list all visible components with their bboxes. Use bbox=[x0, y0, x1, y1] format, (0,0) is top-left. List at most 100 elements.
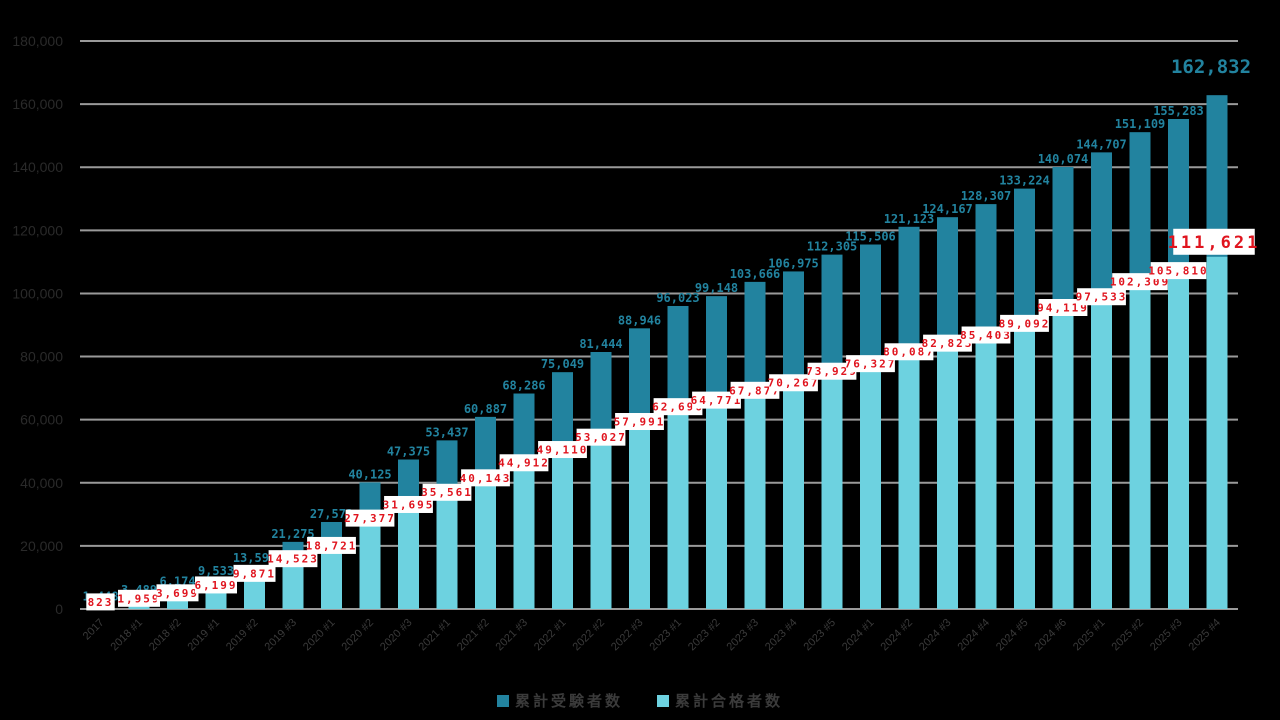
data-label-pass: 40,143 bbox=[460, 472, 512, 485]
bar-pass bbox=[744, 394, 766, 609]
data-label-box bbox=[1077, 288, 1126, 306]
x-tick-label: 2018 #2 bbox=[147, 617, 184, 654]
data-label-total: 13,598 bbox=[233, 551, 276, 565]
data-label-pass: 62,696 bbox=[652, 401, 704, 414]
data-label-box bbox=[807, 362, 857, 380]
data-label-box bbox=[769, 374, 818, 392]
x-tick-label: 2021 #1 bbox=[417, 617, 454, 654]
y-tick-label: 80,000 bbox=[20, 349, 63, 365]
data-label-pass: 31,695 bbox=[383, 498, 435, 511]
y-tick-label: 180,000 bbox=[12, 33, 63, 49]
data-label-total: 96,023 bbox=[656, 291, 699, 305]
data-label-pass: 44,912 bbox=[498, 457, 550, 470]
data-label-pass: 823 bbox=[88, 596, 114, 609]
x-tick-label: 2024 #5 bbox=[994, 617, 1031, 654]
bar-pass bbox=[205, 589, 227, 609]
data-label-box bbox=[384, 495, 433, 513]
data-label-total: 99,148 bbox=[695, 281, 738, 295]
data-label-pass: 89,092 bbox=[999, 317, 1051, 330]
x-tick-label: 2022 #2 bbox=[571, 617, 608, 654]
x-tick-label: 2020 #1 bbox=[301, 617, 338, 654]
bar-pass bbox=[321, 549, 342, 609]
data-label-pass: 70,267 bbox=[768, 377, 820, 390]
data-label-box bbox=[923, 334, 972, 352]
data-label-box bbox=[86, 593, 115, 611]
bar-pass bbox=[975, 339, 997, 609]
data-label-pass: 57,991 bbox=[614, 415, 666, 428]
x-tick-label: 2020 #3 bbox=[378, 617, 415, 654]
data-label-box bbox=[653, 398, 703, 416]
bar-pass bbox=[359, 522, 381, 609]
data-label-total: 40,125 bbox=[348, 467, 391, 481]
bar-pass bbox=[783, 387, 804, 609]
data-label-total: 115,506 bbox=[845, 230, 896, 244]
bar-pass bbox=[590, 441, 612, 609]
data-label-box bbox=[422, 483, 472, 501]
data-label-pass: 49,110 bbox=[537, 443, 589, 456]
bar-pass bbox=[898, 356, 920, 609]
bar-pass bbox=[1052, 312, 1074, 609]
data-label-box bbox=[538, 441, 587, 459]
bar-pass bbox=[282, 563, 304, 609]
data-label-total: 68,286 bbox=[502, 379, 545, 393]
data-label-pass: 97,533 bbox=[1076, 291, 1128, 304]
y-tick-label: 40,000 bbox=[20, 475, 63, 491]
data-label-total: 124,167 bbox=[922, 202, 973, 216]
data-label-total: 60,887 bbox=[464, 402, 507, 416]
data-label-total: 27,572 bbox=[310, 507, 353, 521]
bar-pass bbox=[860, 368, 881, 609]
bar-pass bbox=[937, 347, 958, 609]
data-label-pass: 18,721 bbox=[306, 539, 358, 552]
x-tick-label: 2024 #4 bbox=[956, 617, 993, 654]
data-label-box bbox=[692, 391, 741, 409]
data-label-pass: 53,027 bbox=[575, 431, 627, 444]
bar-pass bbox=[398, 508, 419, 609]
data-label-pass: 80,087 bbox=[883, 346, 935, 359]
data-label-total: 21,275 bbox=[271, 527, 314, 541]
data-label-box bbox=[268, 550, 318, 568]
data-label-pass: 85,403 bbox=[960, 329, 1012, 342]
data-label-box bbox=[1000, 314, 1049, 332]
x-tick-label: 2025 #4 bbox=[1187, 617, 1224, 654]
data-label-box bbox=[1173, 228, 1255, 255]
data-label-box bbox=[499, 454, 549, 472]
data-label-box bbox=[233, 564, 276, 582]
data-label-total: 151,109 bbox=[1115, 117, 1166, 131]
data-label-total: 47,375 bbox=[387, 445, 430, 459]
y-tick-label: 100,000 bbox=[12, 285, 63, 301]
legend: 累計受験者数 累計合格者数 bbox=[0, 690, 1280, 711]
bar-chart: 0 20,000 40,000 60,000 80,000 100,000 120,000 1… bbox=[12, 33, 1261, 654]
legend-item-total: 累計受験者数 bbox=[496, 690, 623, 711]
x-tick-label: 2020 #2 bbox=[340, 617, 377, 654]
x-tick-label: 2023 #3 bbox=[725, 617, 762, 654]
bar-pass bbox=[513, 467, 535, 609]
x-tick-label: 2017 bbox=[81, 617, 107, 643]
data-label-box bbox=[961, 326, 1011, 344]
x-tick-label: 2019 #1 bbox=[186, 617, 223, 654]
legend-swatch-total bbox=[496, 694, 509, 707]
legend-label-total: 累計受験者数 bbox=[514, 692, 623, 710]
data-label-box bbox=[846, 355, 895, 373]
legend-item-pass: 累計合格者数 bbox=[657, 690, 783, 711]
bar-pass bbox=[1129, 286, 1151, 609]
legend-label-pass: 累計合格者数 bbox=[675, 692, 784, 710]
data-label-total: 133,224 bbox=[999, 174, 1050, 188]
x-tick-label: 2019 #3 bbox=[263, 617, 300, 654]
data-label-total: 88,946 bbox=[618, 313, 661, 327]
data-label-box bbox=[345, 509, 395, 527]
x-tick-label: 2021 #2 bbox=[455, 617, 492, 654]
bar-pass bbox=[706, 404, 727, 609]
data-label-box bbox=[118, 589, 160, 607]
data-label-pass: 76,327 bbox=[845, 358, 897, 371]
data-label-box bbox=[576, 428, 626, 446]
bar-pass bbox=[821, 375, 843, 609]
x-tick-label: 2021 #3 bbox=[494, 617, 531, 654]
data-label-box bbox=[1150, 262, 1207, 280]
data-label-total: 162,832 bbox=[1171, 56, 1251, 78]
data-label-total: 112,305 bbox=[807, 240, 858, 254]
data-label-pass: 27,377 bbox=[344, 512, 396, 525]
data-label-pass: 111,621 bbox=[1168, 233, 1261, 253]
data-label-total: 81,444 bbox=[579, 337, 622, 351]
data-label-box bbox=[307, 536, 356, 554]
data-label-total: 103,666 bbox=[730, 267, 781, 281]
